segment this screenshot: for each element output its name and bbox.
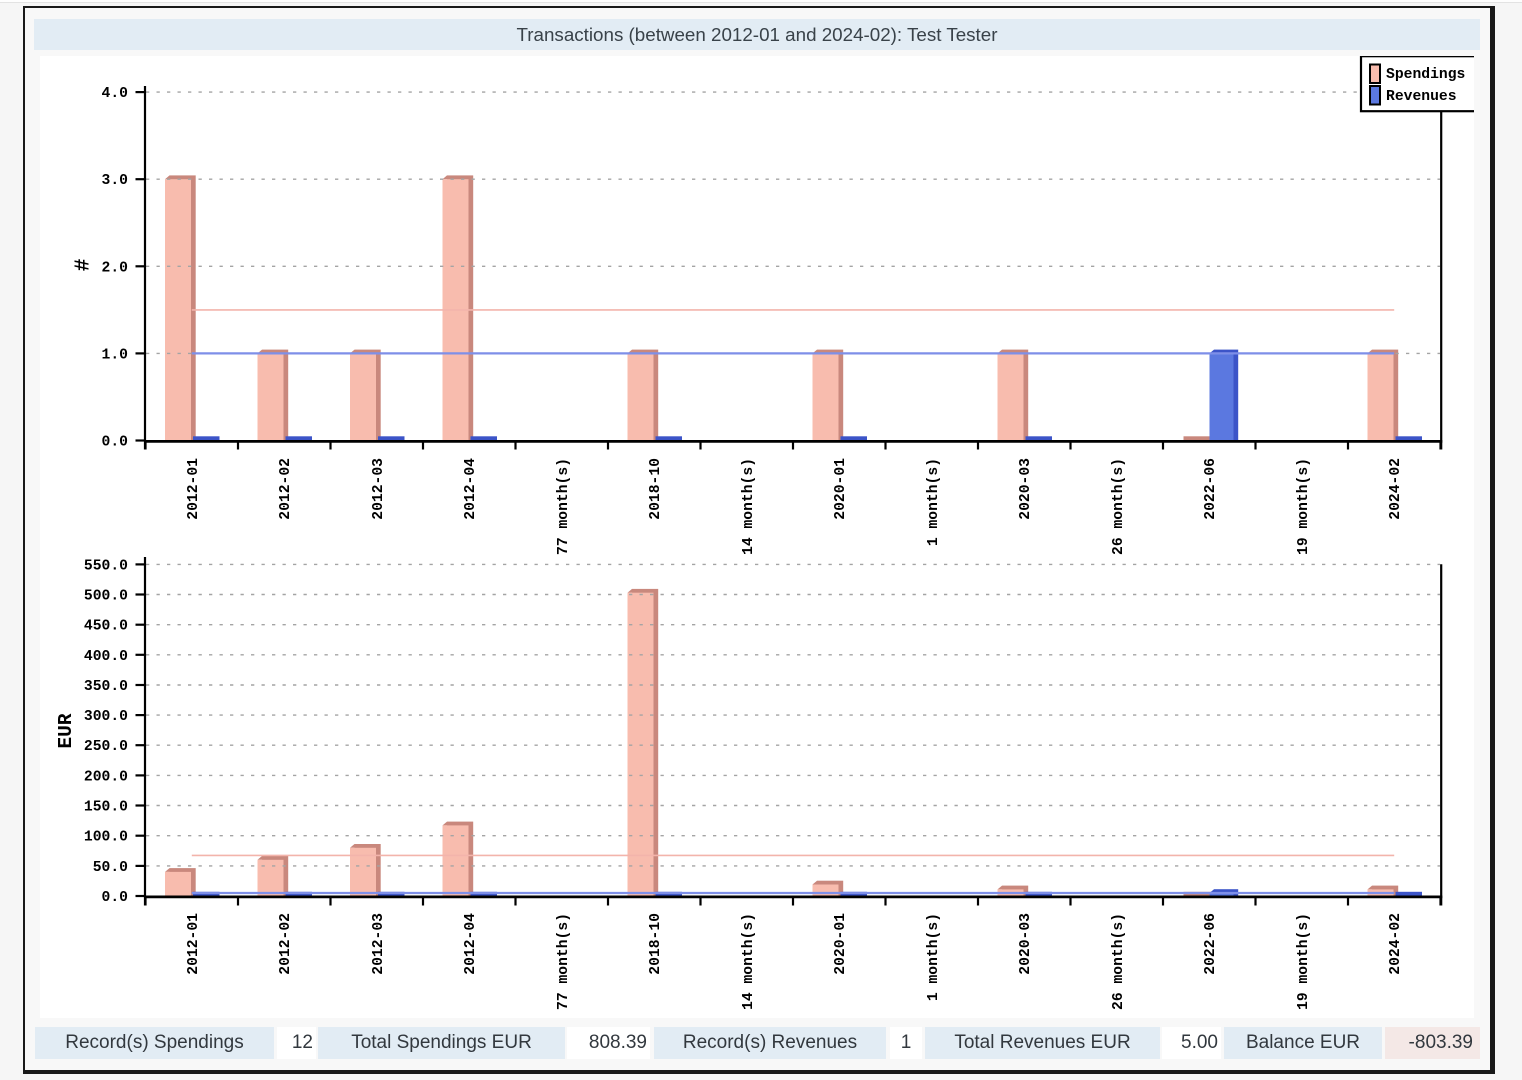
svg-text:77 month(s): 77 month(s) <box>556 458 572 555</box>
svg-text:2018-10: 2018-10 <box>648 913 664 975</box>
svg-text:2012-04: 2012-04 <box>463 458 479 520</box>
svg-text:2020-01: 2020-01 <box>833 458 849 520</box>
svg-text:300.0: 300.0 <box>84 709 128 725</box>
svg-text:19 month(s): 19 month(s) <box>1296 913 1312 1010</box>
svg-text:77 month(s): 77 month(s) <box>556 913 572 1010</box>
svg-text:2020-03: 2020-03 <box>1018 458 1034 520</box>
svg-text:250.0: 250.0 <box>84 739 128 755</box>
svg-text:550.0: 550.0 <box>84 558 128 574</box>
svg-text:2018-10: 2018-10 <box>648 458 664 520</box>
svg-text:2022-06: 2022-06 <box>1203 458 1219 520</box>
svg-text:26 month(s): 26 month(s) <box>1111 458 1127 555</box>
svg-text:3.0: 3.0 <box>102 173 128 189</box>
svg-text:14 month(s): 14 month(s) <box>741 913 757 1010</box>
svg-text:2.0: 2.0 <box>102 260 128 276</box>
svg-text:200.0: 200.0 <box>84 769 128 785</box>
svg-text:2024-02: 2024-02 <box>1388 913 1404 975</box>
svg-text:150.0: 150.0 <box>84 800 128 816</box>
svg-text:14 month(s): 14 month(s) <box>741 458 757 555</box>
svg-text:1 month(s): 1 month(s) <box>926 913 942 1001</box>
svg-text:0.0: 0.0 <box>102 890 128 906</box>
svg-text:2020-03: 2020-03 <box>1018 913 1034 975</box>
svg-text:100.0: 100.0 <box>84 830 128 846</box>
svg-text:500.0: 500.0 <box>84 589 128 605</box>
svg-text:2012-02: 2012-02 <box>278 458 294 520</box>
svg-text:2022-06: 2022-06 <box>1203 913 1219 975</box>
svg-text:0.0: 0.0 <box>102 435 128 451</box>
svg-text:2012-03: 2012-03 <box>371 913 387 975</box>
svg-text:#: # <box>73 259 96 272</box>
svg-text:2012-02: 2012-02 <box>278 913 294 975</box>
svg-text:26 month(s): 26 month(s) <box>1111 913 1127 1010</box>
svg-text:2012-03: 2012-03 <box>371 458 387 520</box>
svg-text:350.0: 350.0 <box>84 679 128 695</box>
svg-text:2024-02: 2024-02 <box>1388 458 1404 520</box>
svg-text:450.0: 450.0 <box>84 619 128 635</box>
svg-text:1.0: 1.0 <box>102 347 128 363</box>
svg-text:50.0: 50.0 <box>93 860 128 876</box>
svg-text:19 month(s): 19 month(s) <box>1296 458 1312 555</box>
svg-text:2012-01: 2012-01 <box>186 913 202 975</box>
svg-text:400.0: 400.0 <box>84 649 128 665</box>
svg-text:2020-01: 2020-01 <box>833 913 849 975</box>
svg-text:2012-01: 2012-01 <box>186 458 202 520</box>
svg-text:Revenues: Revenues <box>1386 89 1457 105</box>
svg-text:2012-04: 2012-04 <box>463 913 479 975</box>
svg-text:EUR: EUR <box>55 713 77 748</box>
svg-text:Spendings: Spendings <box>1386 67 1465 83</box>
svg-text:4.0: 4.0 <box>102 86 128 102</box>
svg-text:1 month(s): 1 month(s) <box>926 458 942 546</box>
